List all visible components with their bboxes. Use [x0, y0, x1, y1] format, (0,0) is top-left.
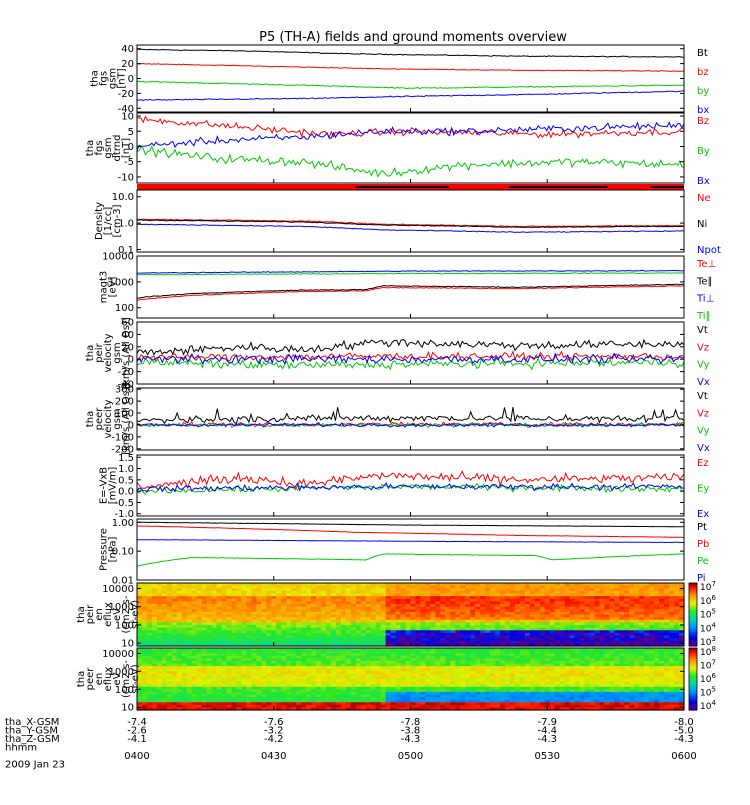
legend-label: Te∥	[696, 276, 713, 287]
legend-label: Pb	[697, 539, 709, 550]
y-tick-label: 0	[128, 74, 134, 85]
y-axis-label: Density[1/cc][cm-3]	[94, 202, 123, 240]
series-line	[137, 273, 684, 275]
legend-label: Ex	[697, 509, 709, 520]
legend-label: by	[697, 86, 709, 97]
legend-label: Vt	[697, 391, 708, 402]
legend-label: Npot	[697, 245, 721, 256]
series-line	[137, 340, 684, 355]
y-tick-label: 0.5	[118, 475, 134, 486]
panel-p6: 3002001000-100-200thapeervelocitygsm[km/…	[85, 383, 710, 455]
legend-label: Vx	[697, 377, 710, 388]
series-line	[137, 117, 684, 138]
legend-label: bx	[697, 105, 709, 116]
series-line	[137, 64, 684, 72]
legend-label: Te⊥	[696, 259, 716, 270]
y-axis-label: thafgsgsmdtrnd[nT]	[85, 135, 132, 162]
panel-frame	[137, 322, 684, 384]
legend-label: Vz	[697, 408, 709, 419]
legend-label: Pt	[697, 522, 707, 533]
legend-label: Pe	[697, 556, 709, 567]
series-line	[137, 407, 684, 423]
status-bar-segment	[356, 186, 449, 188]
series-line	[137, 91, 684, 101]
y-tick-label: 1.00	[112, 518, 134, 529]
legend-label: Ey	[697, 484, 709, 495]
colorbar-label: 106	[700, 594, 716, 607]
y-tick-label: 10	[121, 112, 134, 123]
y-axis-label: Pressure[nPa]	[99, 528, 119, 571]
legend-label: bz	[697, 67, 709, 78]
y-axis-label: thafgsgsm[nT]	[90, 68, 128, 89]
series-line	[137, 540, 684, 543]
legend-label: Ne	[697, 193, 711, 204]
y-axis-label: thapeirvelocitygsm[km/s (All Qs)]	[85, 317, 132, 389]
panel-frame	[137, 113, 684, 183]
series-line	[137, 554, 684, 567]
y-tick-label: -10	[118, 172, 134, 183]
colorbar-label: 105	[700, 608, 716, 621]
legend-label: Bx	[697, 176, 710, 187]
legend-label: Ez	[697, 458, 709, 469]
y-tick-label: 10000	[102, 584, 134, 595]
series-line	[137, 526, 684, 538]
y-axis-label: thapeervelocitygsm[km/s (All Qs)]	[85, 383, 132, 455]
y-tick-label: 0.0	[118, 487, 134, 498]
legend-label: Ti∥	[696, 311, 711, 322]
legend-label: By	[697, 146, 710, 157]
series-line	[137, 284, 684, 298]
y-tick-label: 10.0	[112, 192, 134, 203]
y-tick-label: 10000	[102, 252, 134, 263]
y-tick-label: 1.5	[118, 453, 134, 464]
series-line	[137, 522, 684, 527]
y-tick-label: 100	[115, 303, 134, 314]
y-tick-label: 1.0	[118, 464, 134, 475]
series-line	[137, 81, 684, 88]
panel-p9: 10710610510410310000100010010thapeirenef…	[76, 580, 716, 650]
y-axis-label: E=-VxB[mV/m]	[99, 467, 119, 505]
legend-label: Vt	[697, 325, 708, 336]
legend-label: Vx	[697, 443, 710, 454]
legend-label: Vy	[697, 426, 710, 437]
status-bar-segment	[509, 186, 607, 188]
legend-label: Ni	[697, 219, 707, 230]
y-tick-label: 40	[121, 44, 134, 55]
legend-label: Bz	[697, 116, 709, 127]
series-line	[137, 483, 684, 492]
y-axis-label: magt3[eV]	[99, 271, 119, 304]
chart-title: P5 (TH-A) fields and ground moments over…	[259, 30, 567, 45]
panel-p10: 10810710610510410000100010010thapeerenef…	[76, 645, 716, 714]
y-tick-label: 5	[128, 127, 134, 138]
legend-label: Vy	[697, 360, 710, 371]
legend-label: Bt	[697, 48, 708, 59]
legend-label: Ti⊥	[696, 294, 714, 305]
legend-label: Vz	[697, 342, 709, 353]
series-line	[137, 49, 684, 57]
series-line	[137, 147, 684, 177]
y-tick-label: -20	[118, 89, 134, 100]
colorbar-label: 104	[700, 621, 716, 634]
y-axis-label: thapeirenefluxeV(cm2-s-sr-eV)	[76, 595, 141, 633]
status-bar-segment	[651, 186, 684, 188]
